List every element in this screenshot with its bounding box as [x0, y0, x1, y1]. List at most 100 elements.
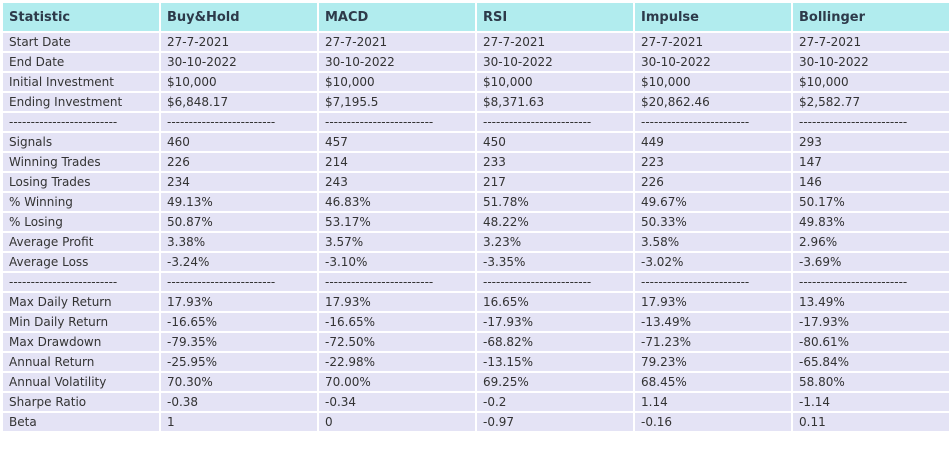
- statistics-table: Statistic Buy&Hold MACD RSI Impulse Boll…: [1, 1, 950, 433]
- table-cell: 1.14: [635, 393, 791, 411]
- row-label-cell: Annual Volatility: [3, 373, 159, 391]
- table-cell: 79.23%: [635, 353, 791, 371]
- table-cell: -71.23%: [635, 333, 791, 351]
- row-label-cell: -------------------------: [3, 113, 159, 131]
- table-cell: 27-7-2021: [477, 33, 633, 51]
- table-cell: -------------------------: [477, 273, 633, 291]
- table-row: Beta 1 0 -0.97 -0.16 0.11: [3, 413, 949, 431]
- table-cell: 223: [635, 153, 791, 171]
- table-cell: 51.78%: [477, 193, 633, 211]
- table-cell: -72.50%: [319, 333, 475, 351]
- table-cell: 17.93%: [161, 293, 317, 311]
- table-cell: 3.38%: [161, 233, 317, 251]
- table-cell: -------------------------: [319, 273, 475, 291]
- table-cell: -0.2: [477, 393, 633, 411]
- table-cell: -16.65%: [161, 313, 317, 331]
- table-cell: 48.22%: [477, 213, 633, 231]
- table-cell: $8,371.63: [477, 93, 633, 111]
- table-cell: $10,000: [635, 73, 791, 91]
- table-cell: 457: [319, 133, 475, 151]
- row-label-cell: Annual Return: [3, 353, 159, 371]
- table-row: ------------------------- ---------------…: [3, 113, 949, 131]
- table-cell: 27-7-2021: [635, 33, 791, 51]
- table-cell: -0.34: [319, 393, 475, 411]
- table-cell: -13.15%: [477, 353, 633, 371]
- table-row: Max Daily Return 17.93% 17.93% 16.65% 17.93%…: [3, 293, 949, 311]
- row-label-cell: % Winning: [3, 193, 159, 211]
- column-header-bollinger: Bollinger: [793, 3, 949, 31]
- table-cell: -1.14: [793, 393, 949, 411]
- table-cell: 217: [477, 173, 633, 191]
- table-cell: 147: [793, 153, 949, 171]
- table-cell: 13.49%: [793, 293, 949, 311]
- row-label-cell: Max Drawdown: [3, 333, 159, 351]
- table-cell: 2.96%: [793, 233, 949, 251]
- table-cell: 214: [319, 153, 475, 171]
- table-row: % Losing 50.87% 53.17% 48.22% 50.33% 49.83%: [3, 213, 949, 231]
- table-cell: $7,195.5: [319, 93, 475, 111]
- table-cell: -------------------------: [793, 273, 949, 291]
- table-cell: -17.93%: [793, 313, 949, 331]
- table-cell: 30-10-2022: [161, 53, 317, 71]
- table-cell: -17.93%: [477, 313, 633, 331]
- table-row: Winning Trades 226 214 233 223 147: [3, 153, 949, 171]
- table-cell: -------------------------: [161, 273, 317, 291]
- table-cell: 16.65%: [477, 293, 633, 311]
- table-cell: 30-10-2022: [635, 53, 791, 71]
- table-cell: -------------------------: [477, 113, 633, 131]
- table-cell: 450: [477, 133, 633, 151]
- table-cell: $10,000: [319, 73, 475, 91]
- table-row: ------------------------- ---------------…: [3, 273, 949, 291]
- table-cell: -------------------------: [635, 273, 791, 291]
- row-label-cell: Initial Investment: [3, 73, 159, 91]
- table-cell: 30-10-2022: [793, 53, 949, 71]
- table-cell: -0.38: [161, 393, 317, 411]
- table-row: Initial Investment $10,000 $10,000 $10,000 $…: [3, 73, 949, 91]
- column-header-impulse: Impulse: [635, 3, 791, 31]
- row-label-cell: Start Date: [3, 33, 159, 51]
- table-cell: 233: [477, 153, 633, 171]
- row-label-cell: % Losing: [3, 213, 159, 231]
- row-label-cell: Ending Investment: [3, 93, 159, 111]
- table-cell: $2,582.77: [793, 93, 949, 111]
- table-cell: $10,000: [793, 73, 949, 91]
- table-cell: 3.23%: [477, 233, 633, 251]
- table-cell: 53.17%: [319, 213, 475, 231]
- table-row: Signals 460 457 450 449 293: [3, 133, 949, 151]
- table-cell: 3.58%: [635, 233, 791, 251]
- column-header-macd: MACD: [319, 3, 475, 31]
- table-row: End Date 30-10-2022 30-10-2022 30-10-2022 30…: [3, 53, 949, 71]
- table-cell: 449: [635, 133, 791, 151]
- table-cell: -3.24%: [161, 253, 317, 271]
- table-cell: -22.98%: [319, 353, 475, 371]
- table-cell: -------------------------: [319, 113, 475, 131]
- row-label-cell: End Date: [3, 53, 159, 71]
- column-header-buy-hold: Buy&Hold: [161, 3, 317, 31]
- table-cell: -0.97: [477, 413, 633, 431]
- table-cell: 17.93%: [635, 293, 791, 311]
- table-cell: 70.30%: [161, 373, 317, 391]
- table-row: Sharpe Ratio -0.38 -0.34 -0.2 1.14 -1.14: [3, 393, 949, 411]
- table-cell: $10,000: [477, 73, 633, 91]
- table-cell: 243: [319, 173, 475, 191]
- table-row: Annual Volatility 70.30% 70.00% 69.25% 68.45…: [3, 373, 949, 391]
- table-cell: 49.83%: [793, 213, 949, 231]
- table-cell: 68.45%: [635, 373, 791, 391]
- table-row: Min Daily Return -16.65% -16.65% -17.93% -13…: [3, 313, 949, 331]
- table-row: Annual Return -25.95% -22.98% -13.15% 79.23%…: [3, 353, 949, 371]
- table-body: Start Date 27-7-2021 27-7-2021 27-7-2021 27-…: [3, 33, 949, 431]
- row-label-cell: Average Loss: [3, 253, 159, 271]
- column-header-statistic: Statistic: [3, 3, 159, 31]
- table-cell: 0: [319, 413, 475, 431]
- table-cell: -------------------------: [793, 113, 949, 131]
- table-cell: -0.16: [635, 413, 791, 431]
- table-row: Average Profit 3.38% 3.57% 3.23% 3.58% 2.96%: [3, 233, 949, 251]
- table-cell: 58.80%: [793, 373, 949, 391]
- table-cell: 1: [161, 413, 317, 431]
- table-cell: 46.83%: [319, 193, 475, 211]
- table-cell: -3.10%: [319, 253, 475, 271]
- row-label-cell: Beta: [3, 413, 159, 431]
- table-cell: 30-10-2022: [477, 53, 633, 71]
- row-label-cell: Min Daily Return: [3, 313, 159, 331]
- table-cell: -13.49%: [635, 313, 791, 331]
